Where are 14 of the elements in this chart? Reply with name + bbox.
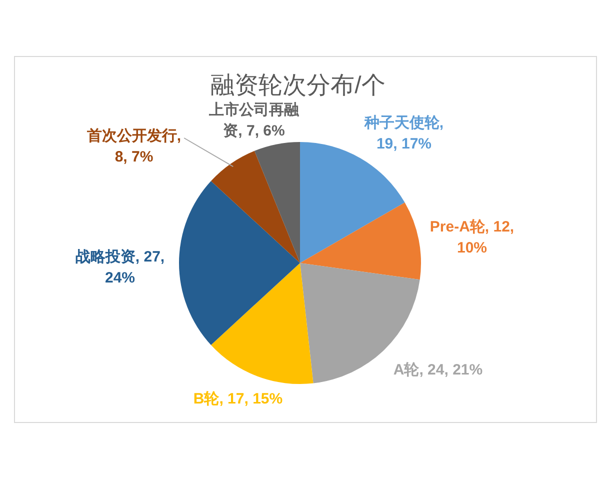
pie-slice bbox=[210, 263, 314, 384]
pie-slice bbox=[300, 263, 420, 384]
slice-label: A轮, 24, 21% bbox=[393, 361, 483, 378]
slice-label: 首次公开发行, 8, 7% bbox=[86, 127, 182, 166]
chart-title: 融资轮次分布/个 bbox=[210, 72, 386, 99]
slice-label: B轮, 17, 15% bbox=[193, 390, 283, 408]
slice-label: 战略投资, 27, 24% bbox=[75, 248, 165, 286]
pie-slice bbox=[254, 142, 300, 263]
pie-slice bbox=[179, 181, 300, 345]
pie-slice bbox=[210, 150, 300, 263]
pie-slice bbox=[300, 202, 421, 280]
slice-label: Pre-A轮, 12, 10% bbox=[430, 218, 514, 256]
slice-label: 上市公司再融资, 7, 6% bbox=[208, 100, 300, 140]
slice-label: 种子天使轮, 19, 17% bbox=[363, 114, 444, 152]
